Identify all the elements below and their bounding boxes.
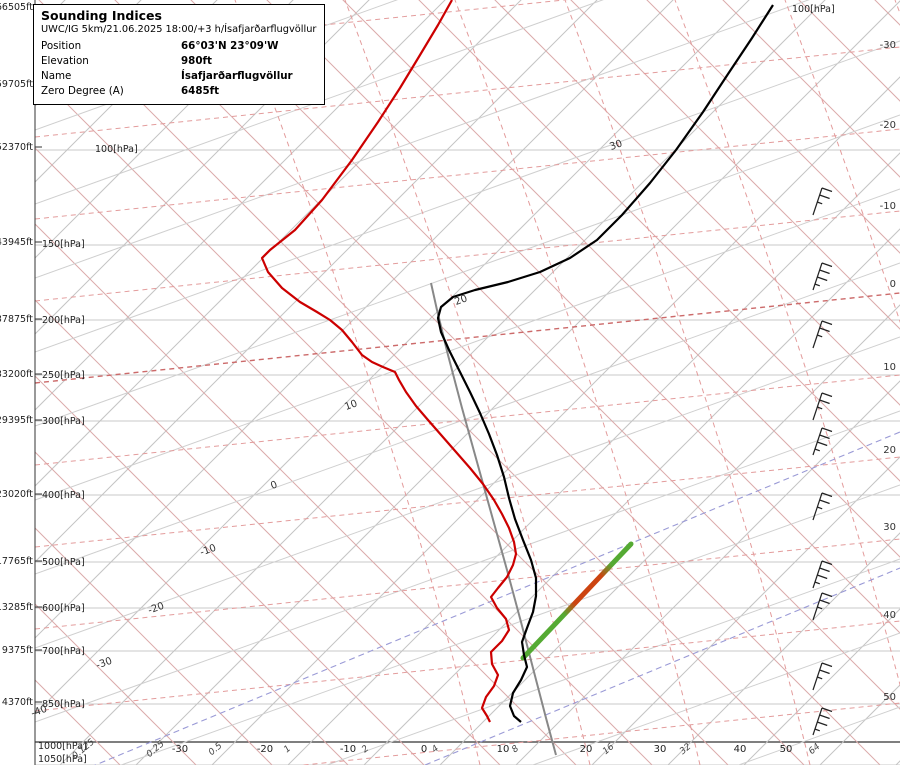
altitude-label: 59705ft (0, 79, 33, 90)
info-value: 6485ft (181, 85, 220, 97)
adiabat-label: 0 (269, 479, 279, 492)
bottom-temp-label: 50 (780, 744, 793, 755)
wind-barb-icon (812, 707, 833, 736)
mixing-ratio-label: 2 (360, 744, 371, 756)
adiabat-label: 10 (343, 398, 359, 413)
altitude-label: 66505ft (0, 2, 33, 13)
info-row-position: Position 66°03'N 23°09'W (41, 39, 317, 54)
bottom-temp-label: -20 (257, 744, 273, 755)
wind-barb-icon (812, 187, 833, 216)
info-value: Ísafjarðarflugvöllur (181, 70, 293, 82)
right-temp-label: 10 (883, 362, 896, 373)
info-subtitle: UWC/IG 5km/21.06.2025 18:00/+3 h/Ísafjar… (41, 24, 317, 35)
wind-barb-icon (812, 492, 833, 521)
pressure-label: 700[hPa] (42, 646, 85, 657)
altitude-label: 9375ft (2, 645, 33, 656)
info-row-elevation: Elevation 980ft (41, 54, 317, 69)
mixing-ratio-label: 4 (430, 744, 441, 756)
altitude-label: 37875ft (0, 314, 33, 325)
right-temp-label: 40 (883, 610, 896, 621)
right-temp-label: 20 (883, 445, 896, 456)
pressure-label: 200[hPa] (42, 315, 85, 326)
wind-barb-icon (812, 427, 833, 456)
info-label: Elevation (41, 55, 89, 67)
bottom-temp-label: -30 (172, 744, 188, 755)
altitude-label: 17765ft (0, 556, 33, 567)
dewpoint-curve (260, 0, 518, 723)
altitude-label: 33200ft (0, 369, 33, 380)
adiabat-label: 30 (608, 138, 624, 153)
info-title: Sounding Indices (41, 8, 162, 23)
mixing-ratio-label: 8 (510, 744, 521, 756)
altitude-label: 29395ft (0, 415, 33, 426)
sounding-info-box: Sounding Indices UWC/IG 5km/21.06.2025 1… (33, 4, 325, 105)
mixing-ratio-label: 1 (282, 744, 293, 755)
adiabat-label: -20 (147, 601, 166, 617)
pressure-label: 250[hPa] (42, 370, 85, 381)
info-row-zerodegree: Zero Degree (A) 6485ft (41, 84, 317, 99)
wind-barb-icon (812, 662, 833, 691)
pressure-label: 400[hPa] (42, 490, 85, 501)
adiabat-label: -10 (199, 543, 218, 559)
bottom-temp-label: 10 (497, 744, 510, 755)
altitude-label: 4370ft (2, 697, 33, 708)
info-label: Zero Degree (A) (41, 85, 124, 97)
adiabat-label: -40 (30, 704, 49, 720)
info-label: Name (41, 70, 72, 82)
bottom-temp-label: -10 (340, 744, 356, 755)
temperature-curve (436, 4, 774, 723)
wind-barb-icon (812, 262, 833, 291)
mixing-ratio-label: 64 (807, 742, 822, 757)
wind-barb-icon (812, 392, 833, 421)
wind-barb-icon (812, 592, 833, 621)
info-value: 66°03'N 23°09'W (181, 40, 279, 52)
pressure-label: 300[hPa] (42, 416, 85, 427)
right-temp-label: -20 (880, 120, 896, 131)
adiabat-label: 20 (453, 293, 469, 308)
pressure-label: 850[hPa] (42, 699, 85, 710)
top-pressure-label: 100[hPa] (792, 4, 835, 15)
bottom-temp-label: 20 (580, 744, 593, 755)
wind-barb-icon (812, 560, 833, 589)
info-value: 980ft (181, 55, 212, 67)
sounding-curves (260, 0, 774, 756)
altitude-label: 43945ft (0, 237, 33, 248)
bottom-temp-label: 0 (421, 744, 427, 755)
right-temp-label: -30 (880, 40, 896, 51)
lifted-parcel-segment (520, 541, 634, 661)
bottom-temp-label: 30 (654, 744, 667, 755)
pressure-label: 100[hPa] (95, 144, 138, 155)
mixing-ratio-label: 32 (678, 742, 693, 757)
right-temp-label: 30 (883, 522, 896, 533)
mixing-ratio-label: 16 (601, 742, 616, 757)
adiabat-label: -30 (95, 656, 114, 672)
right-temp-label: -10 (880, 201, 896, 212)
info-row-name: Name Ísafjarðarflugvöllur (41, 69, 317, 84)
bottom-temp-label: 40 (734, 744, 747, 755)
pressure-label: 500[hPa] (42, 557, 85, 568)
wind-barb-icon (812, 320, 833, 349)
altitude-label: 23020ft (0, 489, 33, 500)
pressure-label: 1050[hPa] (38, 754, 87, 765)
wind-barbs (812, 187, 833, 736)
pressure-label: 600[hPa] (42, 603, 85, 614)
info-label: Position (41, 40, 82, 52)
right-temp-label: 0 (890, 279, 896, 290)
altitude-label: 52370ft (0, 142, 33, 153)
pressure-label: 150[hPa] (42, 239, 85, 250)
pressure-label: 1000[hPa] (38, 741, 87, 752)
right-temp-label: 50 (883, 692, 896, 703)
altitude-label: 13285ft (0, 602, 33, 613)
